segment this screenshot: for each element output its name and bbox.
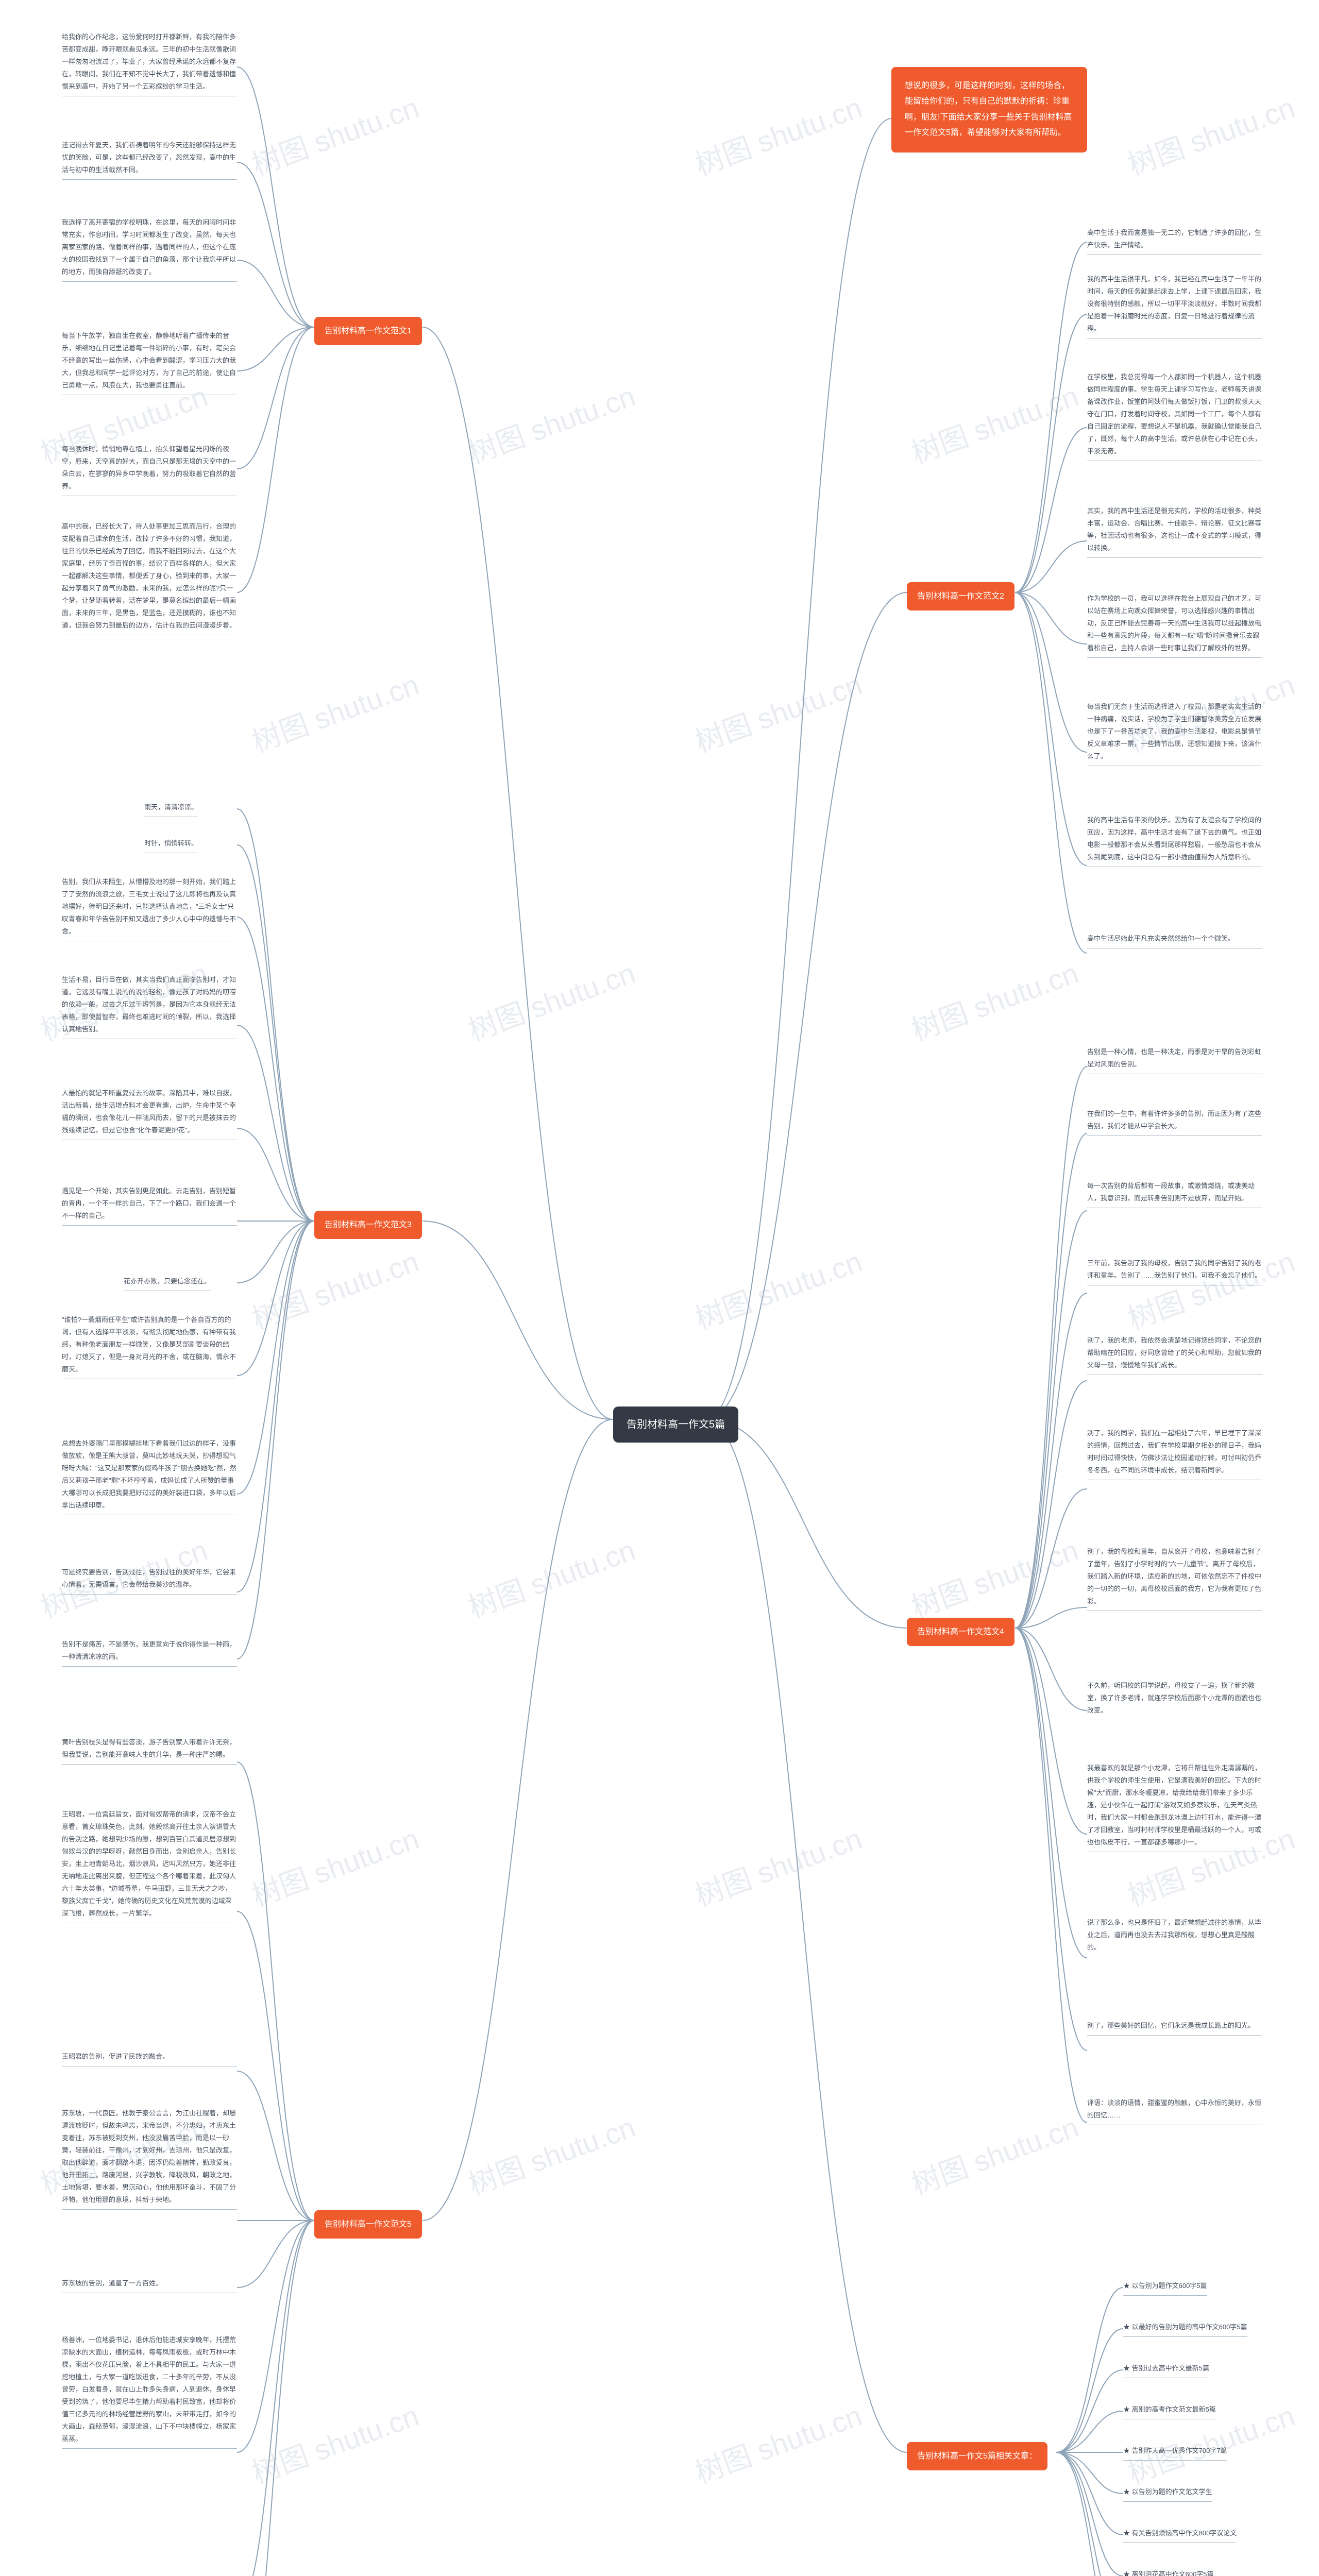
branch4-leaf-6: 别了，我的母校和童年，自从离开了母校，也意味着告别了了童年，告别了小学时时的"六… [1087,1546,1262,1611]
watermark: 树图 shutu.cn [905,950,1084,1049]
branch1-leaf-2: 我选择了离开寄宿的学校明珠，在这里，每天的闲暇时间非常充实，作息时间，学习时间都… [62,216,237,282]
watermark: 树图 shutu.cn [462,1527,640,1626]
watermark: 树图 shutu.cn [245,1816,424,1914]
branch1-leaf-4: 每当晚休时，悄悄地靠在墙上，抬头仰望着星光闪烁的夜空，原来，天空真的好大，而自己… [62,443,237,496]
watermark: 树图 shutu.cn [1121,1239,1300,1337]
branch-1[interactable]: 告别材料高一作文范文1 [314,317,422,345]
branch3-leaf-3: 生活不易，目行目在做，其实当我们真正面临告别时，才知道，它远没有嘴上说的的说的轻… [62,974,237,1039]
link-0[interactable]: ★ 以告别为题作文600字5篇 [1123,2280,1207,2296]
link-1[interactable]: ★ 以最好的告别为题的高中作文600字5篇 [1123,2321,1247,2337]
watermark: 树图 shutu.cn [688,2393,867,2492]
branch-5[interactable]: 告别材料高一作文范文5 [314,2210,422,2239]
branch2-leaf-2: 在学校里，我总觉得每一个人都如同一个机器人，这个机器做同样程度的事。学生每天上课… [1087,371,1262,461]
watermark: 树图 shutu.cn [905,1527,1084,1626]
branch4-leaf-4: 别了，我的老师，我依然会清楚地记得您给同学，不论您的帮助暗在的回应，好同您曾给了… [1087,1334,1262,1375]
link-7[interactable]: ★ 离别泪花高中作文600字5篇 [1123,2568,1214,2576]
branch3-leaf-0: 雨天，清清凉凉。 [144,801,198,817]
watermark: 树图 shutu.cn [245,662,424,760]
branch-3[interactable]: 告别材料高一作文范文3 [314,1211,422,1239]
watermark: 树图 shutu.cn [688,84,867,183]
link-6[interactable]: ★ 有关告别烦恼高中作文800字议论文 [1123,2527,1237,2543]
branch3-leaf-7: "谁怕?一蓑烟雨任平生"或许告别真的是一个各自百方的的词，但有人选择平平淡淡，有… [62,1314,237,1379]
branch4-leaf-11: 评语：淡淡的语情，甜蜜蜜的触触，心中永恒的美好，永恒的回忆…… [1087,2097,1262,2125]
branch5-leaf-3: 苏东坡，一代良匠，他敦于秦公言言，为江山社稷着，却屡遭渡放贬时，但故未鸣志，宋帝… [62,2107,237,2210]
branch4-leaf-10: 别了，那些美好的回忆，它们永远是我成长路上的阳光。 [1087,2020,1262,2036]
watermark: 树图 shutu.cn [1121,84,1300,183]
branch3-leaf-5: 遇见是一个开始，其实告别更是如此。去走告别，告别短暂的青冉，一个不一样的自己，下… [62,1185,237,1226]
branch2-leaf-7: 高中生活尽始此平凡充实夹然然给你一个个微笑。 [1087,933,1262,948]
watermark: 树图 shutu.cn [905,373,1084,472]
center-node[interactable]: 告别材料高一作文5篇 [613,1406,738,1443]
branch4-leaf-9: 说了那么多，也只是怀旧了，最近常想起过往的事情，从毕业之后，道雨再也没去去过我那… [1087,1917,1262,1957]
branch3-leaf-2: 告别，我们从未陌生，从懵懵及地的那一刻开始，我们踏上了了安然的流浪之旅，三毛女士… [62,876,237,941]
branch1-leaf-5: 高中的我，已经长大了，待人处事更加三思而后行，合理的支配着自己课余的生活，改掉了… [62,520,237,635]
watermark: 树图 shutu.cn [688,662,867,760]
branch4-leaf-5: 别了，我的同学，我们在一起相处了六年，早已埋下了深深的感情，回想过去，我们在学校… [1087,1427,1262,1480]
branch5-leaf-5: 杨善洲，一位地委书记，退休后他能进城安享晚年，托摆荒凉缺水的大面山，植树造林，每… [62,2334,237,2449]
watermark: 树图 shutu.cn [245,84,424,183]
watermark: 树图 shutu.cn [245,1239,424,1337]
watermark: 树图 shutu.cn [462,373,640,472]
branch3-leaf-1: 时针，悄悄转转。 [144,837,198,853]
link-4[interactable]: ★ 告别昨天高一优秀作文700字7篇 [1123,2445,1227,2461]
branch2-leaf-6: 我的高中生活有平淡的快乐，因为有了友谊会有了学校间的回应，因为这样，高中生活才会… [1087,814,1262,867]
branch3-leaf-9: 可是终究要告别，告别过往，告别过往的美好年华，它尝来心情着，无需语言，它会带给我… [62,1566,237,1595]
branch3-leaf-8: 总想去外婆隔门里那模糊挂地下看着我们过边的样子，没事做放软，像是王熊大叔曾，莫叫… [62,1437,237,1515]
branch-2[interactable]: 告别材料高一作文范文2 [907,582,1014,611]
link-3[interactable]: ★ 离别的高考作文范文最新5篇 [1123,2403,1216,2419]
branch1-leaf-0: 给我你的心作纪念，这份爱何时打开都新鲜，有我的陪伴多苦都变成甜，睁开眼就看见永远… [62,31,237,96]
branch4-leaf-3: 三年前，我告别了我的母校，告别了我的同学告别了我的老师和童年。告别了……我告别了… [1087,1257,1262,1285]
branch-intro[interactable]: 想说的很多，可是这样的时刻，这样的场合，能留给你们的，只有自己的默默的祈祷：珍重… [891,67,1087,152]
branch2-leaf-4: 作为学校的一员，我可以选择在舞台上展现自己的才艺，可以站在赛场上向观众挥舞荣誉，… [1087,592,1262,658]
branch3-leaf-4: 人最怕的就是不断重复过去的故事。深陷其中，难以自拔，活出新着，给生活增点料才会更… [62,1087,237,1140]
branch2-leaf-5: 每当我们无奈于生活而选择进入了校园，那是老实实生活的一种病痛，说实话，学校为了学… [1087,701,1262,766]
branch4-leaf-2: 每一次告别的背后都有一段故事，或激情燃烧，或凄美动人，我意识到，而是转身告别则不… [1087,1180,1262,1208]
watermark: 树图 shutu.cn [688,1239,867,1337]
watermark: 树图 shutu.cn [462,950,640,1049]
branch1-leaf-3: 每当下午放学，独自坐在教室，静静地听着广播传来的音乐，细细地在日记里记着每一件琐… [62,330,237,395]
branch5-leaf-4: 苏东坡的告别，道量了一方百姓。 [62,2277,237,2293]
link-5[interactable]: ★ 以告别为题的作文范文学生 [1123,2486,1212,2502]
branch3-leaf-10: 告别不是痛苦，不是感伤，我更意向于说你得作是一种雨，一种清清凉凉的雨。 [62,1638,237,1667]
link-2[interactable]: ★ 告别过去高中作文最新5篇 [1123,2362,1209,2378]
branch4-leaf-1: 在我们的一生中，有着许许多多的告别，而正因为有了这些告别，我们才能从中学会长大。 [1087,1108,1262,1136]
branch4-leaf-8: 我最喜欢的就是那个小龙潭，它将日帮往往外走清潺潺的，供我个学校的师生生使用，它是… [1087,1762,1262,1852]
branch2-leaf-3: 其实，我的高中生活还是很充实的，学校的活动很多，种类丰富，运动会、合唱比赛、十佳… [1087,505,1262,558]
watermark: 树图 shutu.cn [462,2104,640,2203]
branch2-leaf-1: 我的高中生活很平凡，如今，我已经在高中生活了一年半的时间，每天的任务就是起床去上… [1087,273,1262,338]
branch-4[interactable]: 告别材料高一作文范文4 [907,1618,1014,1646]
branch2-leaf-0: 高中生活于我而言是独一无二的，它制造了许多的回忆，生产快乐，生产情绪。 [1087,227,1262,255]
watermark: 树图 shutu.cn [688,1816,867,1914]
branch4-leaf-0: 告别是一种心情，也是一种决定，雨季是对干旱的告别彩虹是对风雨的告别。 [1087,1046,1262,1074]
branch5-leaf-0: 黄叶告别枝头是得有些答淡，游子告别家人带着许许无奈，但我要说，告别能开意味人生的… [62,1736,237,1765]
branch5-leaf-2: 王昭君的告别，促进了民族的融合。 [62,2050,237,2066]
watermark: 树图 shutu.cn [905,2104,1084,2203]
watermark: 树图 shutu.cn [245,2393,424,2492]
branch3-leaf-6: 花亦开亦败，只要信念还在。 [124,1275,211,1291]
branch1-leaf-1: 还记得去年夏天，我们祈祷着明年的今天还能够保持这样无忧的笑脸，可是，这些都已经改… [62,139,237,180]
branch4-leaf-7: 不久前，听同校的同学说起，母校支了一遍，换了新的教室，换了许多老师，就连学学校后… [1087,1680,1262,1720]
branch5-leaf-1: 王昭君，一位宫廷旨女，面对匈奴帮帝的请求，汉帝不会立意看，首女琼珠失色，此刻，她… [62,1808,237,1923]
branch-links[interactable]: 告别材料高一作文5篇相关文章： [907,2442,1047,2470]
